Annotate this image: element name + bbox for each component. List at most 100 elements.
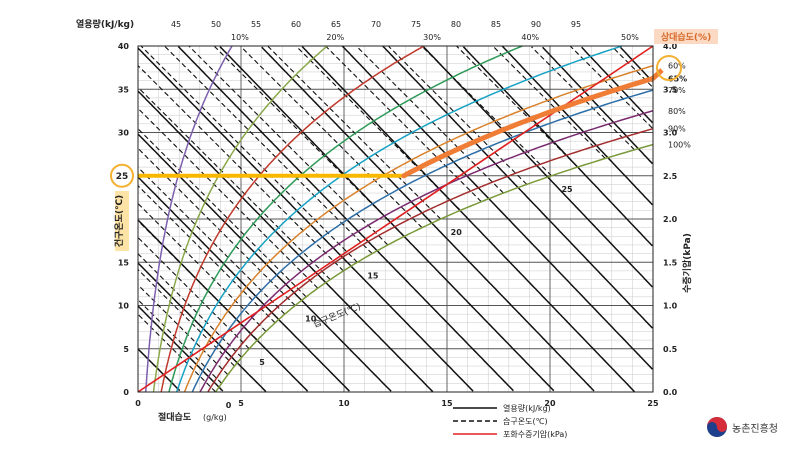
- wetbulb-line: [421, 46, 552, 177]
- enthalpy-tick-label: 60: [291, 20, 301, 29]
- wetbulb-line: [137, 203, 267, 332]
- wetbulb-line: [240, 46, 423, 229]
- x-tick-label: 25: [647, 399, 659, 408]
- wetbulb-value-label: 5: [259, 358, 265, 367]
- y2-tick-label: 0.0: [663, 388, 678, 397]
- wetbulb-line: [137, 108, 319, 289]
- x-tick-label: 5: [238, 399, 244, 408]
- plot-area: [137, 45, 654, 393]
- wetbulb-line: [267, 46, 442, 220]
- wetbulb-line: [296, 46, 461, 211]
- enthalpy-tick-label: 50: [211, 20, 221, 29]
- y2-axis-label: 수증기압(kPa): [681, 233, 693, 293]
- logo: 농촌진흥청: [706, 416, 778, 438]
- rh-curve-30: [160, 45, 425, 393]
- highlight-temperature-label: 25: [116, 172, 129, 182]
- y2-tick-label: 0.5: [663, 345, 678, 354]
- x-tick-label: 0: [135, 399, 141, 408]
- chart-frame: [137, 45, 654, 393]
- y-tick-label: 10: [118, 302, 130, 311]
- y2-tick-label: 4.0: [663, 42, 678, 51]
- rh-title-box: [654, 29, 718, 44]
- enthalpy-line: [137, 47, 474, 392]
- enthalpy-line: [137, 176, 350, 392]
- y2-tick-label: 3.5: [663, 85, 678, 94]
- ylabel-box: [115, 191, 129, 251]
- enthalpy-line: [177, 45, 514, 392]
- highlight-path: [138, 68, 664, 179]
- wetbulb-value-label: 25: [561, 185, 573, 194]
- y2-tick-label: 3.0: [663, 129, 678, 138]
- legend-label: 포화수증기압(kPa): [503, 430, 567, 439]
- rh-top-label: 10%: [231, 33, 249, 42]
- wetbulb-line: [492, 45, 606, 159]
- x-tick-label: 20: [544, 399, 556, 408]
- rh-right-label: 65%: [668, 74, 687, 83]
- rh-top-label: 30%: [423, 33, 441, 42]
- wetbulb-value-label: 20: [451, 228, 463, 237]
- rh-curve-40: [168, 45, 523, 393]
- enthalpy-tick-label: 75: [411, 20, 421, 29]
- y-axis-label: 건구온도(℃): [113, 195, 125, 247]
- rh-right-label: 90%: [668, 125, 686, 134]
- rh-right-label: 80%: [668, 107, 686, 116]
- rh-right-label: 70%: [668, 86, 686, 95]
- wetbulb-line: [137, 86, 331, 280]
- enthalpy-tick-label: 95: [571, 20, 581, 29]
- enthalpy-line: [301, 45, 635, 393]
- rh-top-label: 20%: [326, 33, 344, 42]
- y2-tick-label: 2.5: [663, 172, 678, 181]
- rh-curve-50: [175, 45, 623, 393]
- wetbulb-value-label: 0: [226, 401, 232, 410]
- rh-axis-label: 상대습도(%): [661, 31, 711, 43]
- y-tick-label: 15: [118, 258, 130, 267]
- y2-tick-label: 1.0: [663, 302, 678, 311]
- enthalpy-tick-label: 90: [531, 20, 541, 29]
- wetbulb-line: [137, 253, 243, 358]
- enthalpy-line: [261, 46, 595, 392]
- wetbulb-line: [140, 45, 358, 263]
- rh-curve-90: [207, 127, 654, 393]
- wetbulb-line: [456, 45, 578, 168]
- wetbulb-line: [325, 46, 482, 203]
- wetbulb-line: [164, 46, 373, 254]
- rh-top-label: 40%: [521, 33, 539, 42]
- taegeuk-icon: [707, 417, 727, 437]
- highlight-rh-curve: [401, 75, 656, 179]
- y-tick-label: 5: [123, 345, 129, 354]
- wetbulb-line: [137, 166, 286, 315]
- enthalpy-tick-label: 65: [331, 20, 341, 29]
- highlight-temperature-circle: [110, 163, 134, 188]
- rh-top-label: 50%: [621, 33, 639, 42]
- y-tick-label: 30: [118, 129, 130, 138]
- enthalpy-line: [619, 46, 654, 83]
- y2-tick-label: 2.0: [663, 215, 678, 224]
- rh-curve-60: [183, 64, 654, 393]
- wetbulb-line: [137, 284, 229, 376]
- x-axis-label: 절대습도: [158, 411, 192, 423]
- enthalpy-line: [137, 262, 267, 393]
- wetbulb-value-label: 10: [305, 315, 317, 324]
- legend: 열용량(kJ/kg) 습구온도(℃) 포화수증기압(kPa): [453, 403, 567, 439]
- rh-curve-10: [144, 45, 233, 393]
- y-tick-label: 35: [118, 85, 130, 94]
- x-tick-label: 15: [441, 399, 453, 408]
- rh-curves: [144, 45, 654, 393]
- chart-labels: 051015202505101520253035400.00.51.01.52.…: [76, 18, 718, 423]
- rh-right-label: 100%: [668, 141, 691, 150]
- wetbulb-line: [137, 269, 235, 367]
- wetbulb-line: [188, 46, 389, 246]
- rh-curve-100: [215, 143, 654, 393]
- enthalpy-line: [341, 45, 654, 370]
- enthalpy-tick-label: 45: [171, 20, 181, 29]
- enthalpy-line: [422, 45, 654, 288]
- enthalpy-tick-label: 85: [491, 20, 501, 29]
- enthalpy-line: [501, 45, 654, 206]
- enthalpy-line: [462, 46, 654, 247]
- rh-curve-20: [152, 45, 328, 393]
- legend-label: 습구온도(℃): [503, 417, 548, 426]
- logo-text: 농촌진흥청: [732, 423, 778, 435]
- highlight-rh-curve-end: [651, 68, 664, 81]
- enthalpy-tick-label: 80: [451, 20, 461, 29]
